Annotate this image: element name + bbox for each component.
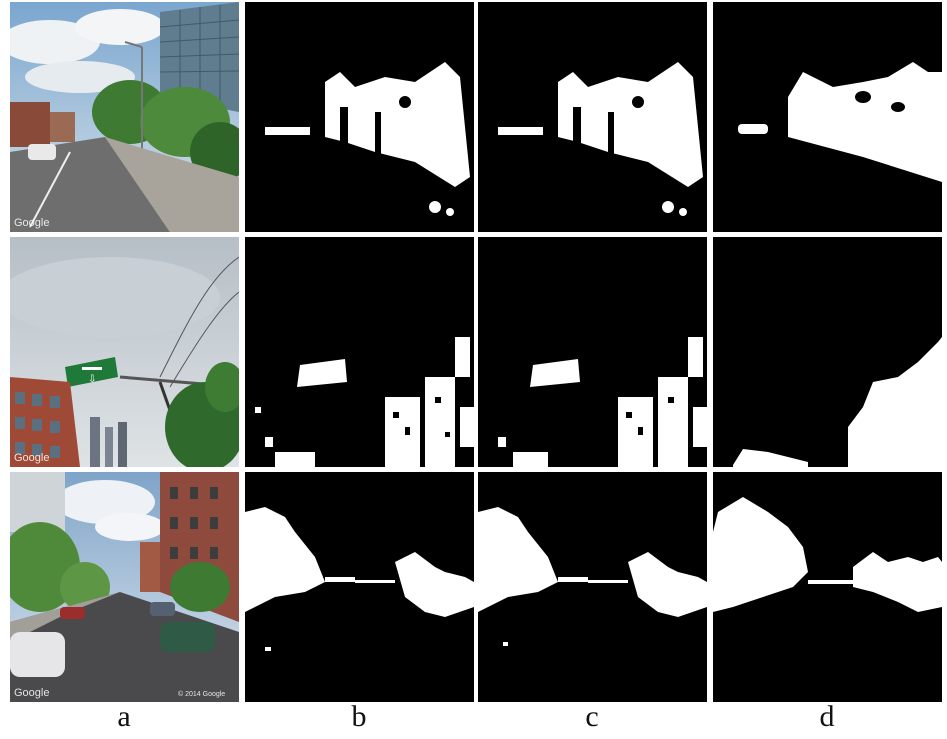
column-label-b: b (351, 700, 367, 733)
mask-row2-col-d (713, 237, 942, 467)
column-label-a: a (117, 700, 131, 733)
google-watermark: Google (14, 687, 49, 699)
google-watermark: Google (14, 452, 49, 464)
photo-row1-street: Google (10, 2, 239, 232)
mask-row1-col-c (478, 2, 707, 232)
mask-row3-col-c (478, 472, 707, 702)
mask-row3-col-d (713, 472, 942, 702)
column-label-c: c (585, 700, 599, 733)
mask-row1-col-b (245, 2, 474, 232)
mask-row2-col-b (245, 237, 474, 467)
copyright-watermark: © 2014 Google (178, 690, 225, 698)
svg-text:⇩: ⇩ (88, 374, 96, 385)
photo-row3-residential-street: Google © 2014 Google (10, 472, 239, 702)
column-label-d: d (819, 700, 835, 733)
mask-row2-col-c (478, 237, 707, 467)
google-watermark: Google (14, 217, 49, 229)
mask-row3-col-b (245, 472, 474, 702)
mask-row1-col-d (713, 2, 942, 232)
photo-row2-street-sign: ⇩ Google (10, 237, 239, 467)
